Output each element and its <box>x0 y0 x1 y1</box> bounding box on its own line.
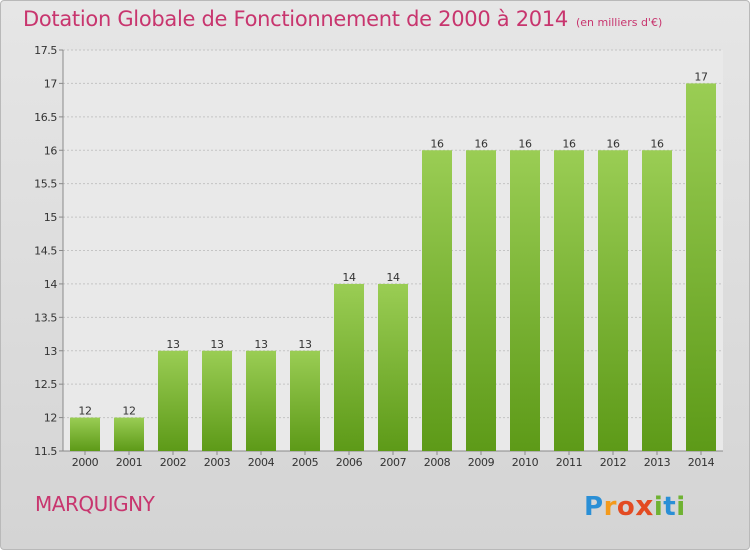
data-label: 13 <box>254 338 268 351</box>
bar <box>466 150 496 451</box>
bar <box>70 417 100 451</box>
bar <box>686 83 716 452</box>
chart-title: Dotation Globale de Fonctionnement de 20… <box>23 7 568 31</box>
data-label: 14 <box>342 271 356 284</box>
data-label: 16 <box>518 137 532 150</box>
data-label: 16 <box>650 137 664 150</box>
bar <box>598 150 628 451</box>
bar <box>158 350 188 451</box>
x-tick-label: 2012 <box>600 456 626 469</box>
bar <box>510 150 540 451</box>
x-tick-label: 2004 <box>248 456 275 469</box>
chart-title-block: Dotation Globale de Fonctionnement de 20… <box>23 7 662 31</box>
y-tick-label: 13.5 <box>34 311 57 324</box>
y-tick-labels: 11.5 12 12.5 13 13.5 14 14.5 15 15.5 16 16.5 17 17.5 <box>34 44 58 458</box>
x-tick-label: 2011 <box>556 456 582 469</box>
chart-unit-note: (en milliers d'€) <box>575 16 663 29</box>
x-tick-label: 2013 <box>644 456 671 469</box>
x-tick-label: 2006 <box>336 456 363 469</box>
y-tick-label: 16.5 <box>34 111 57 124</box>
data-label: 12 <box>122 405 135 418</box>
data-label: 12 <box>78 405 91 418</box>
commune-name: MARQUIGNY <box>35 492 155 516</box>
bar <box>290 350 320 451</box>
y-tick-label: 16 <box>44 144 58 157</box>
y-tick-label: 15 <box>44 211 58 224</box>
y-tick-label: 11.5 <box>34 445 57 458</box>
bar <box>202 350 232 451</box>
x-tick-label: 2010 <box>512 456 539 469</box>
data-label: 16 <box>562 137 576 150</box>
data-label: 13 <box>166 338 180 351</box>
data-label: 14 <box>386 271 400 284</box>
data-label: 13 <box>298 338 312 351</box>
y-tick-label: 17 <box>44 77 58 90</box>
x-tick-label: 2002 <box>160 456 186 469</box>
data-label: 16 <box>474 137 488 150</box>
x-tick-labels: 2000 2001 2002 2003 2004 2005 2006 2007 2008 2009… <box>72 456 715 469</box>
y-tick-label: 12.5 <box>34 378 57 391</box>
bars <box>70 83 716 452</box>
y-tick-label: 15.5 <box>34 178 57 191</box>
x-tick-label: 2005 <box>292 456 319 469</box>
bar <box>422 150 452 451</box>
x-tick-label: 2009 <box>468 456 495 469</box>
y-tick-label: 14 <box>44 278 58 291</box>
bar <box>378 283 408 451</box>
x-tick-label: 2008 <box>424 456 451 469</box>
bar <box>334 283 364 451</box>
x-tick-label: 2014 <box>688 456 715 469</box>
data-labels: 12 12 13 13 13 13 14 14 16 16 16 16 16 16 17 <box>78 70 708 417</box>
data-label: 16 <box>606 137 620 150</box>
x-tick-label: 2003 <box>204 456 231 469</box>
data-label: 16 <box>430 137 444 150</box>
x-tick-label: 2001 <box>116 456 142 469</box>
y-tick-label: 14.5 <box>34 245 57 258</box>
proxiti-logo: Proxiti <box>584 489 686 522</box>
y-tick-label: 12 <box>44 412 57 425</box>
bar <box>246 350 276 451</box>
bar <box>554 150 584 451</box>
x-tick-label: 2007 <box>380 456 407 469</box>
y-tick-label: 17.5 <box>34 44 57 57</box>
bar <box>114 417 144 451</box>
y-tick-label: 13 <box>44 345 58 358</box>
bar <box>642 150 672 451</box>
data-label: 13 <box>210 338 224 351</box>
x-tick-label: 2000 <box>72 456 99 469</box>
data-label: 17 <box>694 70 708 83</box>
